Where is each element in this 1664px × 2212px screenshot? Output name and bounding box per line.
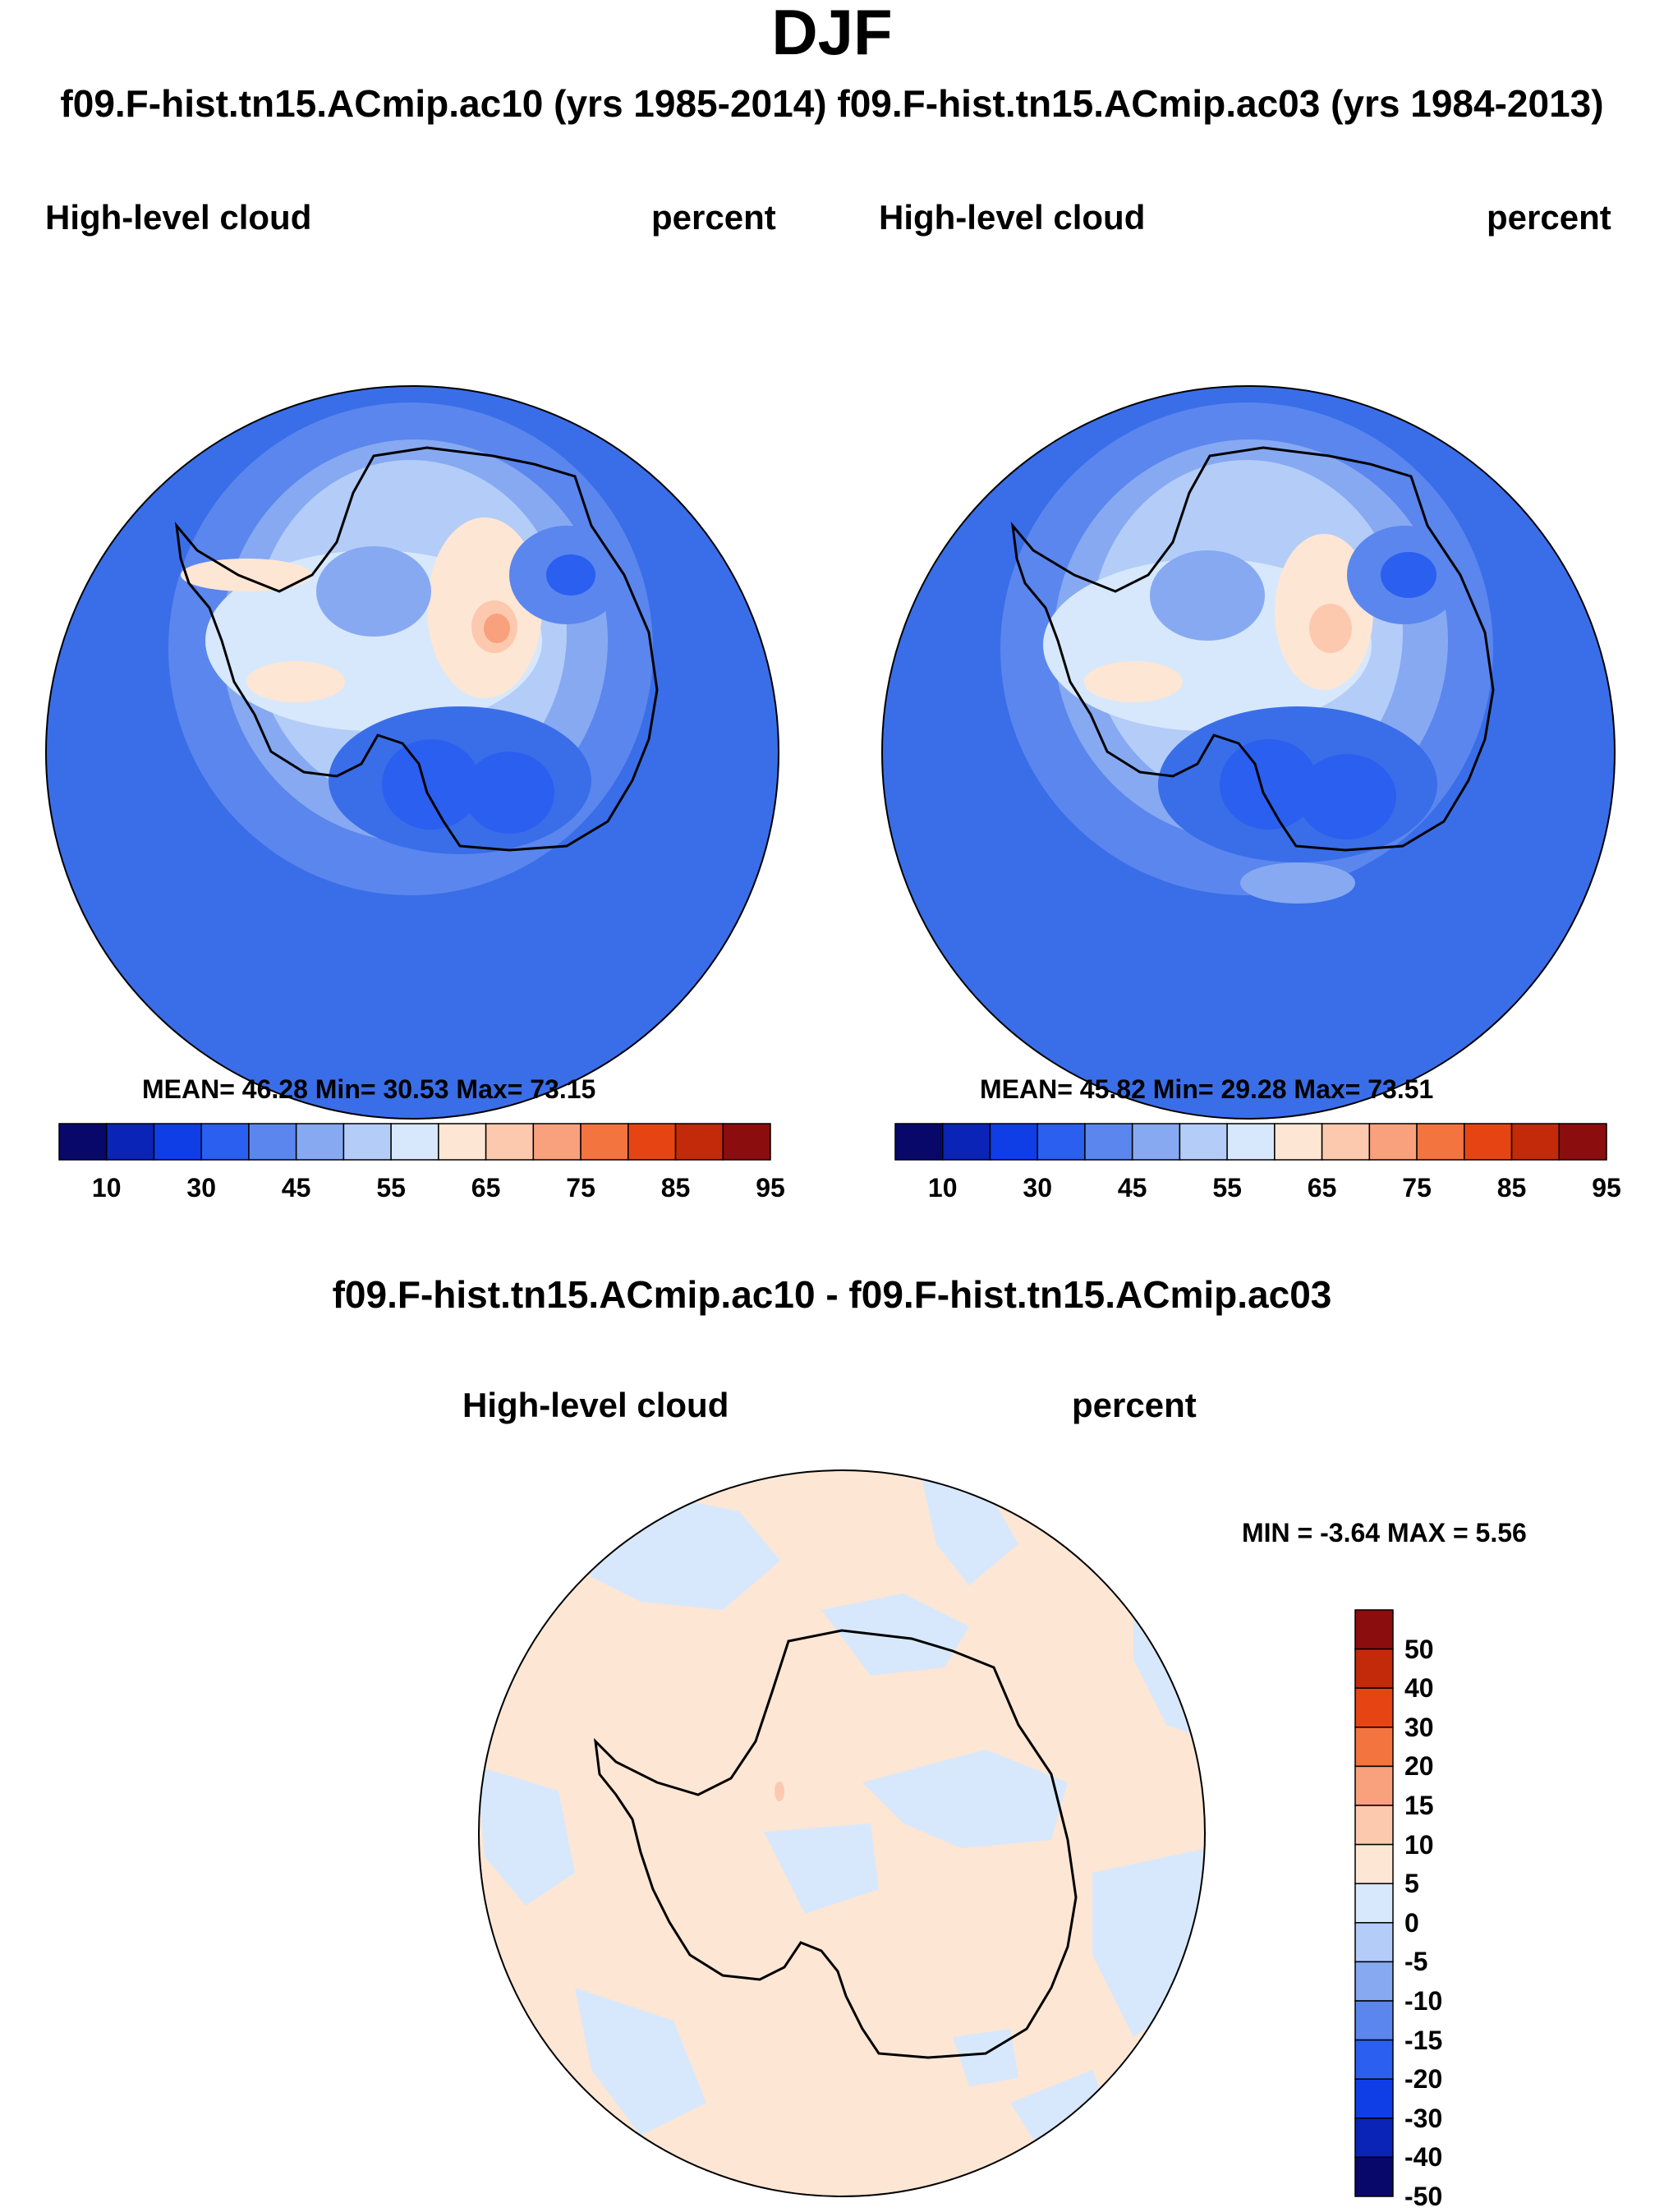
colorbar-swatch — [390, 1123, 439, 1161]
panel1-colorbar-ticks: 10 30 45 55 65 75 85 95 — [57, 1173, 785, 1206]
colorbar-swatch — [1354, 1922, 1394, 1963]
colorbar-tick-label: 55 — [1212, 1173, 1242, 1203]
colorbar-tick-label: 20 — [1404, 1751, 1434, 1782]
colorbar-tick-label: 5 — [1404, 1869, 1419, 1899]
colorbar-swatch — [295, 1123, 345, 1161]
colorbar-swatch — [1179, 1123, 1228, 1161]
colorbar-tick-label: 65 — [1307, 1173, 1337, 1203]
colorbar-swatch — [1354, 1883, 1394, 1924]
colorbar-swatch — [1354, 1727, 1394, 1768]
colorbar-tick-label: -40 — [1404, 2142, 1443, 2173]
panel3-variable: High-level cloud — [462, 1386, 729, 1424]
panel3-colorbar-ticks: 50 40 30 20 15 10 5 0 -5 -10 -15 -20 -30 -40 -50 — [1404, 1608, 1503, 2211]
colorbar-swatch — [1416, 1123, 1465, 1161]
colorbar-tick-label: 85 — [660, 1173, 691, 1203]
colorbar-swatch — [580, 1123, 629, 1161]
colorbar-tick-label: 40 — [1404, 1673, 1434, 1704]
panel1-variable: High-level cloud — [45, 198, 312, 237]
colorbar-swatch — [1510, 1123, 1561, 1161]
panel3-stats: MIN = -3.64 MAX = 5.56 — [1242, 1518, 1527, 1547]
colorbar-swatch — [105, 1123, 155, 1161]
colorbar-tick-label: 15 — [1404, 1791, 1434, 1820]
colorbar-swatch — [1354, 1805, 1394, 1846]
colorbar-tick-label: -50 — [1404, 2182, 1443, 2211]
colorbar-swatch — [1274, 1123, 1323, 1161]
colorbar-swatch — [1558, 1123, 1607, 1161]
colorbar-tick-label: 0 — [1404, 1907, 1419, 1938]
panel2-variable: High-level cloud — [879, 198, 1146, 237]
colorbar-tick-label: 65 — [471, 1173, 501, 1203]
colorbar-tick-label: -15 — [1404, 2025, 1443, 2055]
colorbar-tick-label: 45 — [1117, 1173, 1147, 1203]
colorbar-swatch — [722, 1123, 771, 1161]
colorbar-swatch — [153, 1123, 202, 1161]
colorbar-tick-label: 85 — [1496, 1173, 1527, 1203]
colorbar-swatch — [627, 1123, 677, 1161]
colorbar-swatch — [1368, 1123, 1418, 1161]
colorbar-tick-label: 30 — [1023, 1173, 1052, 1203]
panel3-colorbar — [1354, 1609, 1394, 2197]
colorbar-tick-label: -5 — [1404, 1947, 1428, 1977]
colorbar-swatch — [1354, 1609, 1394, 1650]
colorbar-swatch — [1354, 1648, 1394, 1689]
colorbar-swatch — [1354, 2078, 1394, 2119]
colorbar-tick-label: -10 — [1404, 1986, 1443, 2016]
panel1-units: percent — [651, 198, 776, 237]
colorbar-swatch — [1354, 1765, 1394, 1806]
colorbar-swatch — [1037, 1123, 1086, 1161]
colorbar-tick-label: 10 — [927, 1173, 958, 1203]
panel1-stats: MEAN= 46.28 Min= 30.53 Max= 73.15 — [142, 1074, 596, 1104]
colorbar-tick-label: 45 — [281, 1173, 311, 1203]
colorbar-swatch — [1131, 1123, 1181, 1161]
colorbar-swatch — [1354, 2000, 1394, 2041]
colorbar-swatch — [1321, 1123, 1371, 1161]
panel2-stats: MEAN= 45.82 Min= 29.28 Max= 73.51 — [980, 1074, 1434, 1104]
figure-title: DJF — [771, 0, 893, 68]
colorbar-tick-label: 50 — [1404, 1634, 1434, 1664]
colorbar-tick-label: 10 — [1404, 1829, 1434, 1860]
colorbar-tick-label: 75 — [1402, 1173, 1432, 1203]
colorbar-tick-label: 30 — [1404, 1712, 1434, 1742]
panel3-units: percent — [1072, 1386, 1197, 1424]
colorbar-swatch — [1084, 1123, 1133, 1161]
colorbar-tick-label: 95 — [1592, 1173, 1621, 1203]
colorbar-tick-label: 55 — [376, 1173, 406, 1203]
colorbar-swatch — [941, 1123, 991, 1161]
colorbar-tick-label: 30 — [186, 1173, 216, 1203]
panel1-colorbar — [58, 1123, 771, 1161]
colorbar-tick-label: -30 — [1404, 2103, 1443, 2133]
difference-title: f09.F-hist.tn15.ACmip.ac10 - f09.F-hist.… — [332, 1273, 1332, 1316]
colorbar-swatch — [1464, 1123, 1513, 1161]
colorbar-swatch — [1354, 1687, 1394, 1728]
colorbar-swatch — [248, 1123, 297, 1161]
panel2-units: percent — [1487, 198, 1611, 237]
colorbar-swatch — [1354, 1843, 1394, 1884]
colorbar-swatch — [200, 1123, 250, 1161]
colorbar-swatch — [1354, 2118, 1394, 2159]
colorbar-swatch — [438, 1123, 487, 1161]
panel2-colorbar — [894, 1123, 1607, 1161]
colorbar-tick-label: 75 — [566, 1173, 595, 1203]
colorbar-swatch — [1354, 2156, 1394, 2197]
panel2-colorbar-ticks: 10 30 45 55 65 75 85 95 — [894, 1173, 1621, 1206]
case-titles: f09.F-hist.tn15.ACmip.ac10 (yrs 1985-201… — [60, 82, 1604, 125]
colorbar-tick-label: 95 — [756, 1173, 785, 1203]
colorbar-swatch — [674, 1123, 724, 1161]
colorbar-tick-label: -20 — [1404, 2064, 1443, 2095]
colorbar-swatch — [1354, 2039, 1394, 2080]
colorbar-tick-label: 10 — [91, 1173, 122, 1203]
colorbar-swatch — [1354, 1961, 1394, 2002]
